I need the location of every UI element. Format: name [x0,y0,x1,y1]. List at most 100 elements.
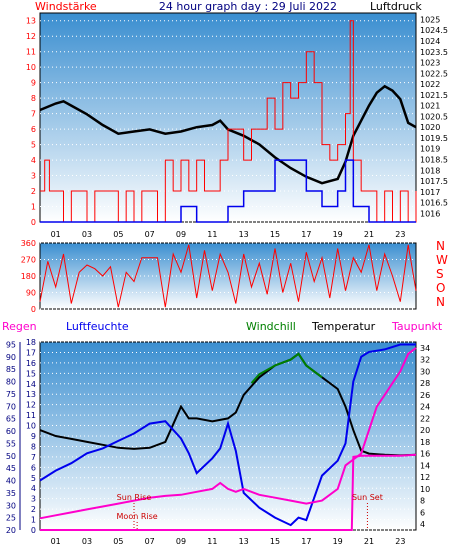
panel1-series [39,20,417,223]
panel1-left-tick-label: 11 [26,48,36,57]
panel3-regen-tick-label: 5 [31,474,36,483]
windstaerke-label: Windstärke [35,0,97,13]
panel1-right-tick-label: 1020.5 [420,112,448,121]
panel1-left-tick-label: 8 [31,94,36,103]
series-windrichtung [39,244,417,308]
panel2-left-tick-label: 180 [21,272,36,281]
panel2-left-tick-label: 270 [21,256,36,265]
panel1-x-tick-label: 11 [207,230,217,239]
panel3-regen-tick-label: 10 [26,422,36,431]
panel1-right-tick-label: 1017 [420,188,440,197]
panel3-x-tick-label: 21 [364,537,374,546]
panel3-series [39,343,417,531]
annotation-sun-set: Sun Set [352,493,383,502]
panel3-temperatur-tick-label: 22 [420,414,430,423]
panel1-right-tick-label: 1023.5 [420,48,448,57]
panel2-series [39,244,417,308]
annotation-moon-rise: Moon Rise [117,512,158,521]
panel3-regen-tick-label: 18 [26,338,36,347]
luftdruck-label: Luftdruck [370,0,422,13]
panel3-temperatur-tick-label: 8 [420,497,425,506]
panel1-right-tick-label: 1024.5 [420,26,448,35]
panel1-left-tick-label: 2 [31,187,36,196]
panel1-x-tick-label: 09 [176,230,186,239]
panel3-luftfeuchte-tick-label: 75 [6,390,16,399]
panel3-annotations: Sun Rise Moon Rise Sun Set [117,493,383,530]
panel3-regen-tick-label: 13 [26,390,36,399]
panel3-x-ticks: 01 03 05 07 09 11 13 15 17 19 21 23 [51,537,406,546]
panel3-luftfeuchte-tick-label: 60 [6,427,16,436]
panel3-temperatur-ticks: 4 6 8 10 12 14 16 18 20 22 24 26 28 30 32 34 [420,344,430,529]
panel2-grid [40,242,416,310]
panel3-regen-tick-label: 14 [26,380,36,389]
panel3-luftfeuchte-tick-label: 85 [6,365,16,374]
panel3-regen-tick-label: 16 [26,359,36,368]
panel1-right-tick-label: 1022 [420,80,440,89]
panel1-left-tick-label: 12 [26,32,36,41]
panel3-luftfeuchte-tick-label: 55 [6,439,16,448]
panel3-x-tick-label: 07 [145,537,155,546]
panel3-regen-tick-label: 3 [31,495,36,504]
panel3-temperatur-tick-label: 32 [420,356,430,365]
panel2-compass-label: N [436,295,445,309]
panel3-temperatur-tick-label: 26 [420,391,430,400]
panel3-luftfeuchte-tick-label: 50 [6,452,16,461]
luftfeuchte-label: Luftfeuchte [66,320,129,333]
panel1-left-tick-label: 6 [31,125,36,134]
panel3-regen-tick-label: 17 [26,348,36,357]
panel3-regen-tick-label: 6 [31,463,36,472]
panel3-x-tick-label: 19 [333,537,343,546]
panel1-x-tick-label: 19 [333,230,343,239]
series-regen [40,453,417,531]
panel3-regen-tick-label: 4 [31,484,36,493]
panel3-luftfeuchte-ticks: 20 25 30 35 40 45 50 55 60 65 70 75 80 85 90 95 [6,340,16,535]
panel3-x-tick-label: 11 [207,537,217,546]
panel2-left-tick-label: 90 [26,289,36,298]
panel1-x-tick-label: 01 [51,230,61,239]
panel1-right-tick-label: 1023 [420,59,440,68]
panel1-left-tick-label: 10 [26,63,36,72]
panel3-regen-tick-label: 0 [31,526,36,535]
panel2-left-tick-label: 360 [21,239,36,248]
panel1-left-tick-label: 1 [31,203,36,212]
panel1-left-tick-label: 7 [31,110,36,119]
panel3-regen-tick-label: 9 [31,432,36,441]
panel1-right-tick-label: 1020 [420,123,440,132]
panel3-luftfeuchte-tick-label: 20 [6,526,16,535]
panel3-temperatur-tick-label: 6 [420,508,425,517]
panel3-x-tick-label: 01 [51,537,61,546]
panel1-right-tick-label: 1019 [420,145,440,154]
panel3-luftfeuchte-tick-label: 65 [6,415,16,424]
panel1-right-tick-label: 1016 [420,209,440,218]
panel1-x-ticks: 01 03 05 07 09 11 13 15 17 19 21 23 [51,230,406,239]
panel3-temperatur-tick-label: 14 [420,461,430,470]
panel3-temperatur-tick-label: 28 [420,379,430,388]
chart-title: 24 hour graph day : 29 Juli 2022 [159,0,337,13]
panel3-temperatur-tick-label: 30 [420,367,430,376]
panel1-right-tick-label: 1018.5 [420,156,448,165]
panel3-temperatur-tick-label: 18 [420,438,430,447]
panel3-x-tick-label: 13 [239,537,249,546]
series-windchill [250,352,323,384]
series-temperatur [39,352,417,457]
panel1-right-tick-label: 1021.5 [420,91,448,100]
panel3-x-tick-label: 09 [176,537,186,546]
panel1-x-tick-label: 17 [301,230,311,239]
panel1-left-tick-label: 13 [26,17,36,26]
panel3-x-tick-label: 05 [113,537,123,546]
panel1-x-tick-label: 15 [270,230,280,239]
panel3-luftfeuchte-tick-label: 45 [6,464,16,473]
annotation-sun-rise: Sun Rise [117,493,152,502]
panel3-x-tick-label: 17 [301,537,311,546]
panel1-x-tick-label: 13 [239,230,249,239]
panel3-regen-tick-label: 15 [26,369,36,378]
panel1-left-tick-label: 3 [31,172,36,181]
panel1-left-tick-label: 5 [31,141,36,150]
panel3-luftfeuchte-tick-label: 35 [6,489,16,498]
panel3-luftfeuchte-tick-label: 70 [6,402,16,411]
